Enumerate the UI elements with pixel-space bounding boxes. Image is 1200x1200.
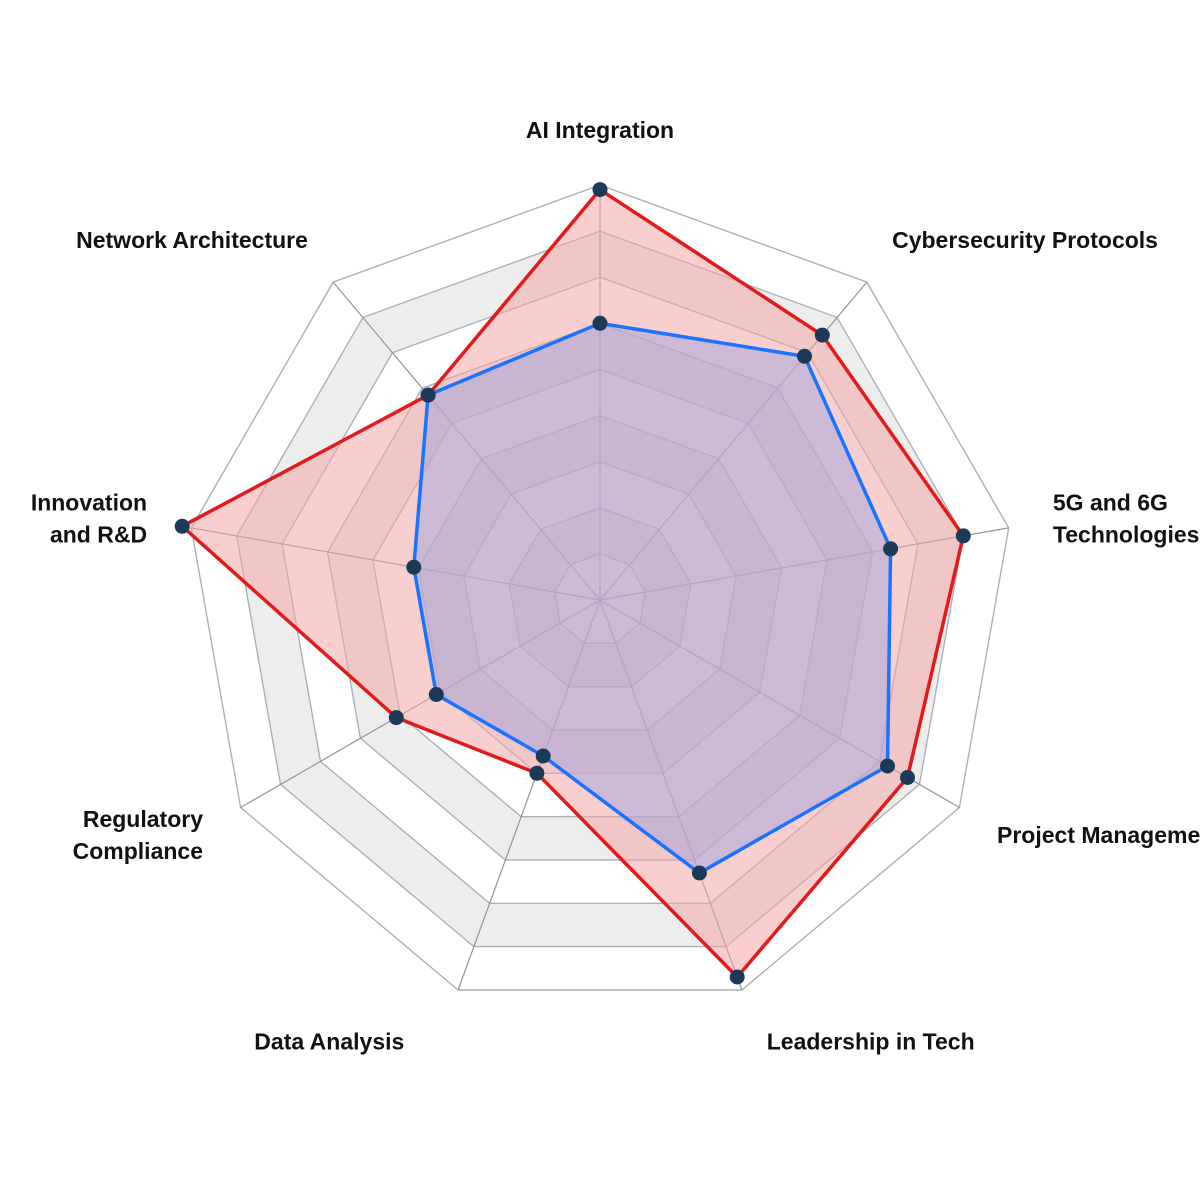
series-layer bbox=[179, 187, 966, 980]
data-point bbox=[388, 710, 404, 726]
data-point bbox=[592, 182, 608, 198]
axis-label: Project Management bbox=[997, 822, 1200, 848]
axis-label: Cybersecurity Protocols bbox=[892, 227, 1158, 253]
data-point bbox=[814, 327, 830, 343]
data-point bbox=[428, 687, 444, 702]
axis-label: Innovation and R&D bbox=[31, 489, 147, 547]
axis-label: AI Integration bbox=[526, 117, 674, 143]
data-markers bbox=[174, 182, 971, 985]
data-point bbox=[883, 541, 899, 557]
axis-label: Leadership in Tech bbox=[767, 1029, 975, 1055]
axis-label: Regulatory Compliance bbox=[73, 806, 204, 864]
axis-label: Data Analysis bbox=[254, 1029, 404, 1055]
axis-label: Network Architecture bbox=[76, 227, 308, 253]
data-point bbox=[880, 758, 895, 774]
axis-label: 5G and 6G Technologies bbox=[1053, 489, 1200, 547]
data-point bbox=[900, 770, 915, 785]
data-point bbox=[955, 528, 971, 544]
data-point bbox=[691, 865, 707, 881]
data-point bbox=[406, 559, 422, 575]
data-point bbox=[535, 748, 551, 764]
axis-labels: AI Integration Cybersecurity Protocols 5G … bbox=[31, 117, 1200, 1055]
data-point bbox=[592, 315, 608, 331]
data-point bbox=[420, 387, 436, 403]
series-area-2 bbox=[412, 321, 893, 876]
data-point bbox=[174, 518, 190, 534]
data-point bbox=[529, 765, 545, 781]
data-point bbox=[729, 969, 745, 985]
data-point bbox=[797, 348, 812, 364]
